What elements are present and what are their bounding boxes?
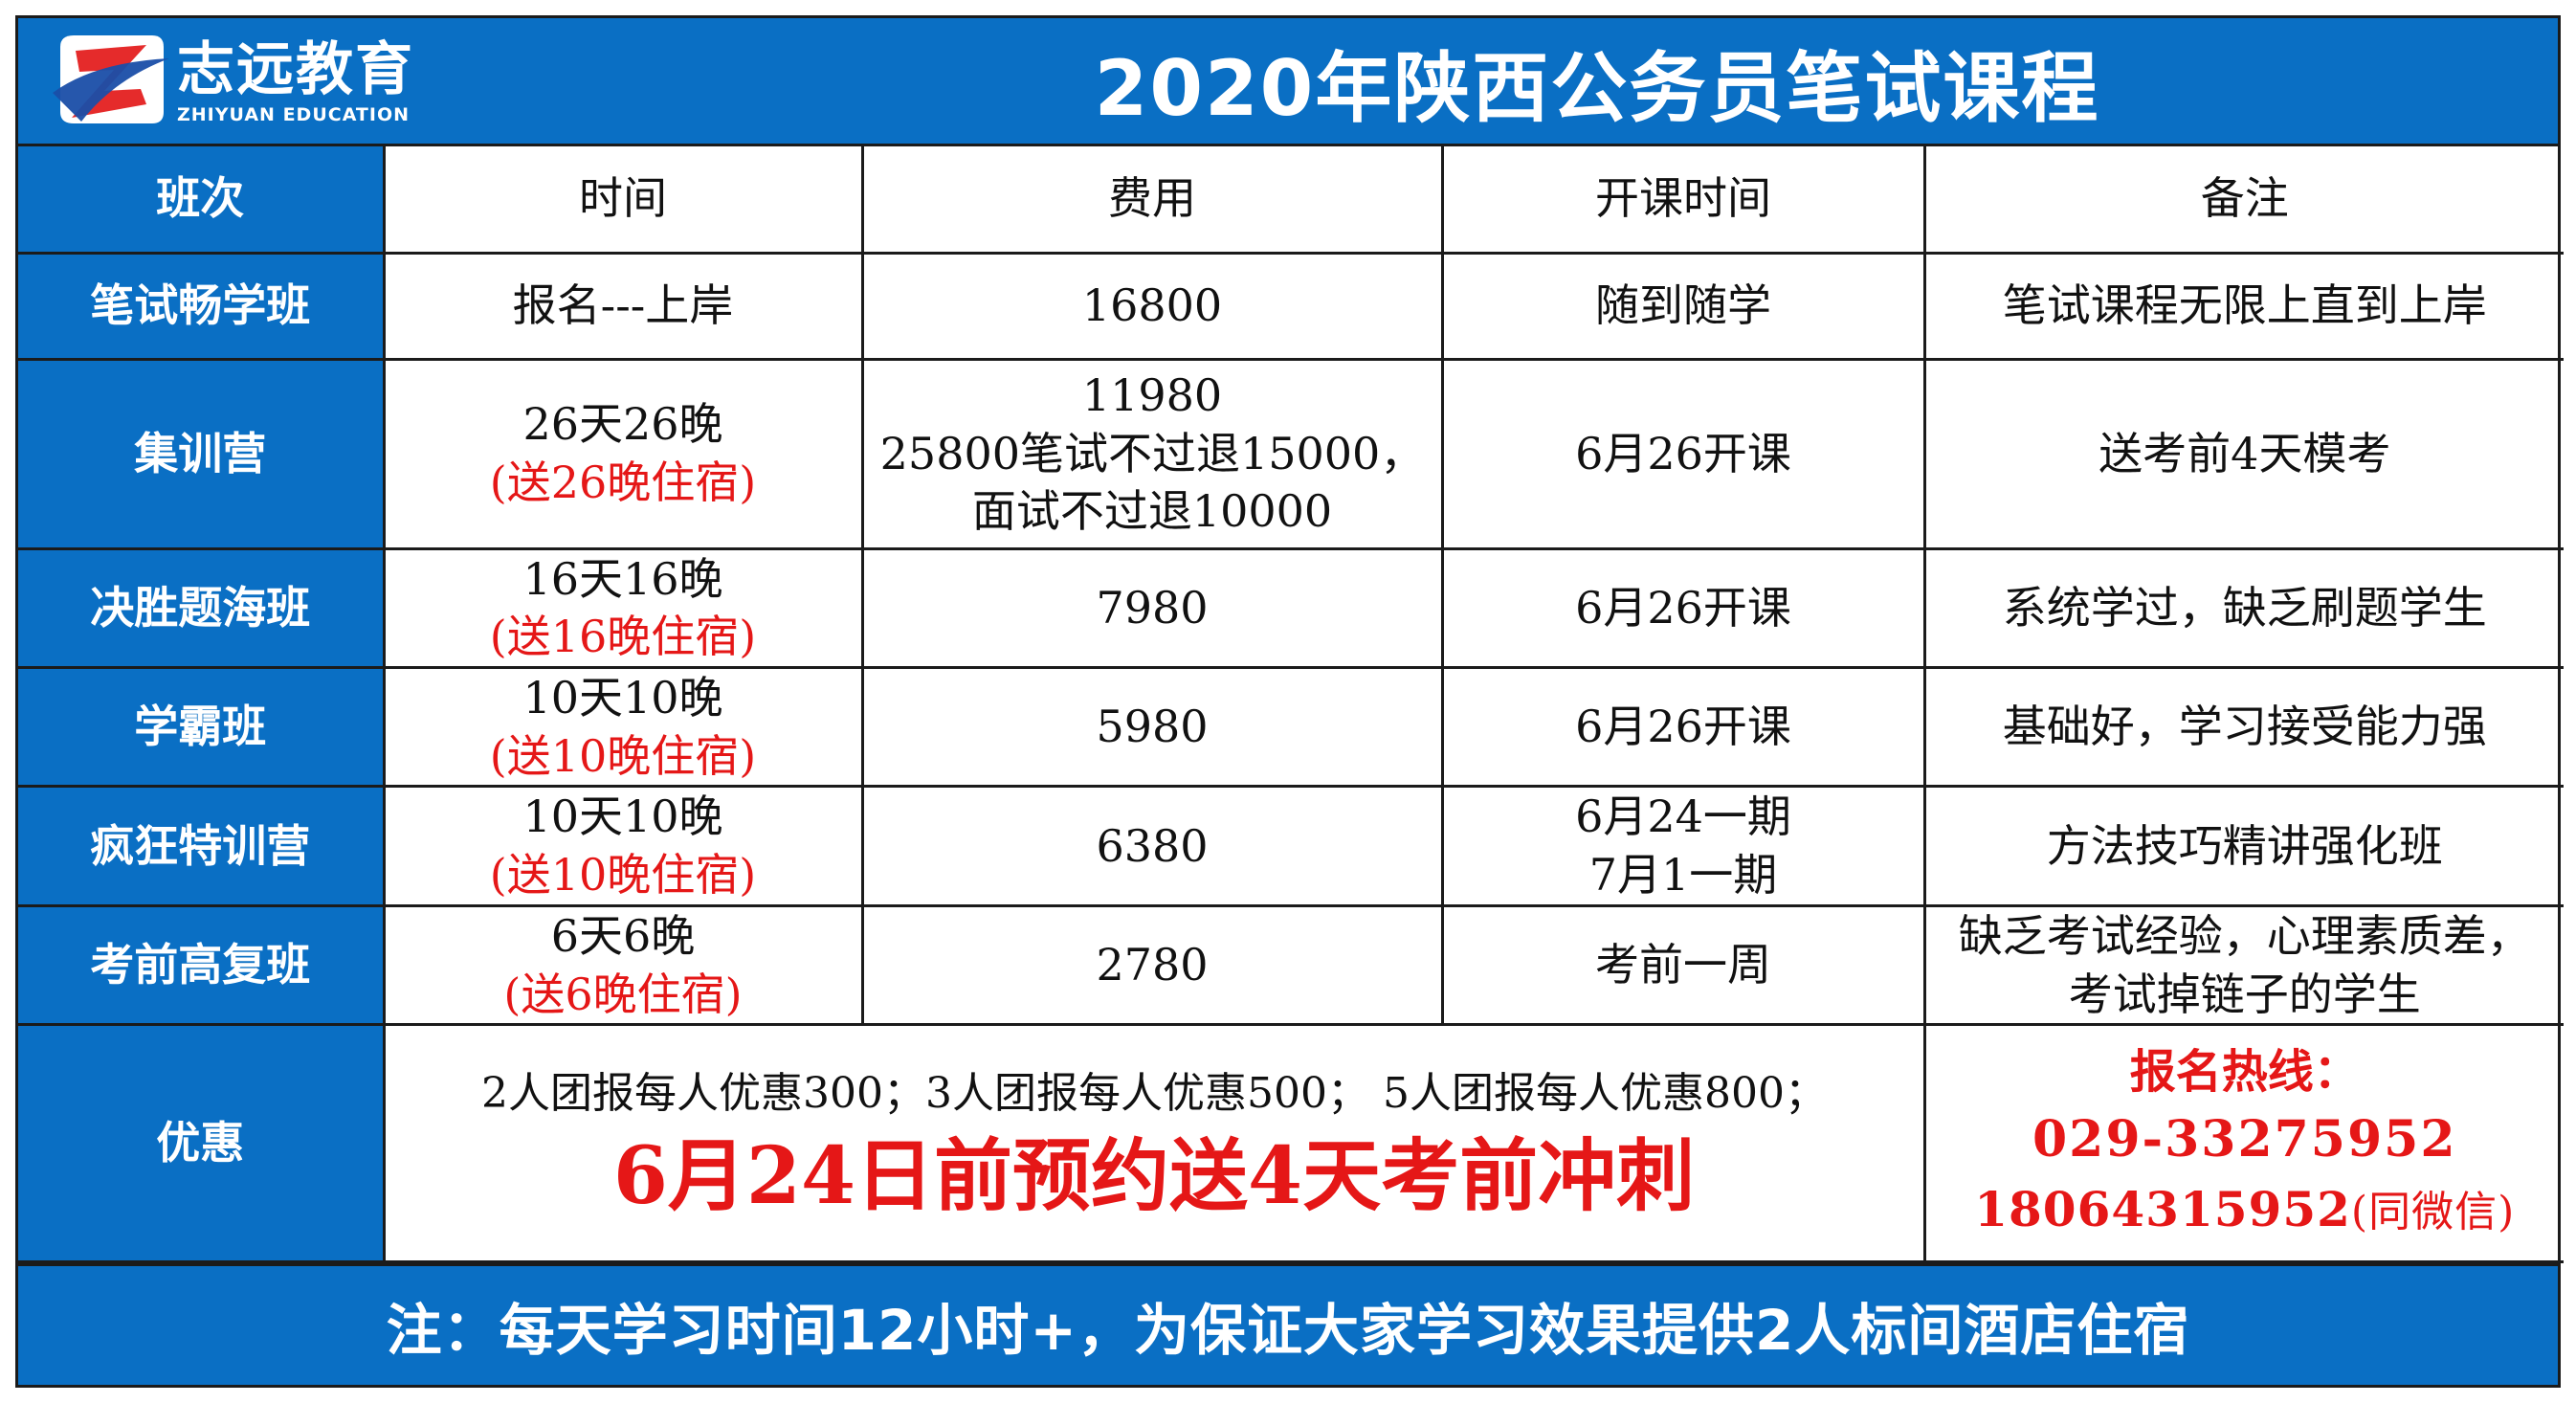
header-bar: 志远教育 ZHIYUAN EDUCATION 2020年陕西公务员笔试课程 [18, 18, 2558, 146]
remark-cell: 方法技巧精讲强化班 [1922, 785, 2564, 907]
hotline-cell: 报名热线： 029-33275952 18064315952(同微信) [1922, 1026, 2564, 1263]
start-text: 随到随学 [1595, 279, 1771, 332]
start-cell: 6月26开课 [1440, 357, 1926, 550]
discount-label: 优惠 [18, 1026, 386, 1263]
start-text: 6月26开课 [1575, 427, 1791, 479]
footer-note: 注：每天学习时间12小时+，为保证大家学习效果提供2人标间酒店住宿 [18, 1262, 2558, 1385]
remark-text: 送考前4天模考 [2099, 427, 2391, 479]
page-title: 2020年陕西公务员笔试课程 [1094, 44, 2100, 133]
fee-text: 16800 [1081, 279, 1223, 332]
remark-text: 系统学过，缺乏刷题学生 [2002, 581, 2487, 634]
start-text: 6月26开课 [1575, 701, 1791, 753]
time-text: 6天6晚 [550, 909, 696, 962]
brand-name: 志远教育 ZHIYUAN EDUCATION [177, 35, 414, 125]
discount-content: 2人团报每人优惠300；3人团报每人优惠500； 5人团报每人优惠800； 6月… [382, 1026, 1926, 1263]
start-text: 7月1一期 [1588, 849, 1778, 902]
hotline-mobile-line: 18064315952(同微信) [1932, 1175, 2559, 1245]
remark-text: 基础好，学习接受能力强 [2002, 701, 2487, 753]
discount-row: 优惠 2人团报每人优惠300；3人团报每人优惠500； 5人团报每人优惠800；… [18, 1026, 2564, 1263]
remark-text: 考试掉链子的学生 [2068, 968, 2421, 1020]
time-cell: 报名---上岸 [382, 251, 864, 361]
class-name-cell: 笔试畅学班 [18, 251, 386, 361]
remark-cell: 送考前4天模考 [1922, 357, 2564, 550]
fee-text: 25800笔试不过退15000， [879, 427, 1425, 479]
hotline-mobile-note: (同微信) [2350, 1188, 2516, 1237]
lodging-note: (送16晚住宿) [489, 611, 757, 663]
lodging-note: (送26晚住宿) [489, 457, 757, 508]
promo-text: 6月24日前预约送4天考前冲刺 [612, 1130, 1696, 1223]
fee-text: 6380 [1096, 819, 1209, 872]
fee-text: 7980 [1096, 581, 1209, 634]
remark-cell: 基础好，学习接受能力强 [1922, 665, 2564, 789]
fee-cell: 5980 [860, 665, 1444, 789]
time-text: 26天26晚 [522, 398, 723, 451]
brand-name-en: ZHIYUAN EDUCATION [177, 103, 411, 125]
lodging-note: (送10晚住宿) [489, 729, 757, 782]
time-cell: 16天16晚 (送16晚住宿) [382, 546, 864, 669]
table-row: 考前高复班 6天6晚 (送6晚住宿) 2780 考前一周 缺乏考试经验，心理素质差， 考试掉… [18, 903, 2564, 1027]
column-header-time: 时间 [382, 146, 864, 255]
fee-text: 面试不过退10000 [971, 485, 1333, 538]
table-row: 集训营 26天26晚 (送26晚住宿) 11980 25800笔试不过退15000， 面试… [18, 357, 2564, 550]
remark-cell: 笔试课程无限上直到上岸 [1922, 251, 2564, 361]
brand-name-cn: 志远教育 [177, 35, 414, 103]
start-text: 考前一周 [1595, 939, 1771, 991]
remark-text: 方法技巧精讲强化班 [2046, 819, 2443, 872]
remark-cell: 缺乏考试经验，心理素质差， 考试掉链子的学生 [1922, 903, 2564, 1027]
hotline-mobile: 18064315952 [1974, 1181, 2351, 1238]
remark-text: 缺乏考试经验，心理素质差， [1958, 909, 2531, 962]
start-cell: 随到随学 [1440, 251, 1926, 361]
table-header-row: 班次 时间 费用 开课时间 备注 [18, 146, 2564, 255]
start-text: 6月24一期 [1575, 791, 1791, 843]
table-row: 学霸班 10天10晚 (送10晚住宿) 5980 6月26开课 基础好，学习接受能力强 [18, 665, 2564, 789]
column-header-start: 开课时间 [1440, 146, 1926, 255]
course-sheet: 志远教育 ZHIYUAN EDUCATION 2020年陕西公务员笔试课程 班次… [15, 15, 2564, 1388]
class-name-cell: 决胜题海班 [18, 546, 386, 669]
lodging-note: (送10晚住宿) [489, 849, 757, 902]
column-header-remark: 备注 [1922, 146, 2564, 255]
class-name-cell: 考前高复班 [18, 903, 386, 1027]
class-name-cell: 学霸班 [18, 665, 386, 789]
time-cell: 10天10晚 (送10晚住宿) [382, 785, 864, 907]
start-cell: 6月24一期 7月1一期 [1440, 785, 1926, 907]
discount-table: 优惠 2人团报每人优惠300；3人团报每人优惠500； 5人团报每人优惠800；… [18, 1026, 2564, 1263]
hotline-title: 报名热线： [2129, 1045, 2360, 1100]
fee-cell: 11980 25800笔试不过退15000， 面试不过退10000 [860, 357, 1444, 550]
time-cell: 26天26晚 (送26晚住宿) [382, 357, 864, 550]
fee-text: 11980 [1081, 368, 1223, 421]
fee-text: 2780 [1096, 939, 1209, 991]
fee-cell: 6380 [860, 785, 1444, 907]
class-name-cell: 疯狂特训营 [18, 785, 386, 907]
fee-cell: 7980 [860, 546, 1444, 669]
fee-cell: 2780 [860, 903, 1444, 1027]
time-cell: 6天6晚 (送6晚住宿) [382, 903, 864, 1027]
hotline-phone: 029-33275952 [2032, 1109, 2457, 1169]
fee-text: 5980 [1096, 701, 1209, 753]
zhiyuan-logo-icon [53, 35, 169, 123]
lodging-note: (送6晚住宿) [503, 968, 743, 1020]
time-text: 10天10晚 [522, 671, 723, 724]
column-header-fee: 费用 [860, 146, 1444, 255]
time-cell: 10天10晚 (送10晚住宿) [382, 665, 864, 789]
table-row: 决胜题海班 16天16晚 (送16晚住宿) 7980 6月26开课 系统学过，缺乏刷题学生 [18, 546, 2564, 669]
table-row: 笔试畅学班 报名---上岸 16800 随到随学 笔试课程无限上直到上岸 [18, 251, 2564, 361]
start-cell: 6月26开课 [1440, 546, 1926, 669]
group-offer-text: 2人团报每人优惠300；3人团报每人优惠500； 5人团报每人优惠800； [481, 1069, 1827, 1119]
start-text: 6月26开课 [1575, 581, 1791, 634]
time-text: 报名---上岸 [512, 279, 734, 332]
time-text: 10天10晚 [522, 791, 723, 843]
class-name-cell: 集训营 [18, 357, 386, 550]
remark-text: 笔试课程无限上直到上岸 [2002, 279, 2487, 332]
start-cell: 6月26开课 [1440, 665, 1926, 789]
fee-cell: 16800 [860, 251, 1444, 361]
brand-logo: 志远教育 ZHIYUAN EDUCATION [47, 30, 414, 135]
column-header-class: 班次 [18, 146, 386, 255]
course-table: 班次 时间 费用 开课时间 备注 笔试畅学班 报名---上岸 16800 随到随学 笔试… [18, 146, 2564, 1027]
start-cell: 考前一周 [1440, 903, 1926, 1027]
time-text: 16天16晚 [522, 552, 723, 605]
remark-cell: 系统学过，缺乏刷题学生 [1922, 546, 2564, 669]
table-row: 疯狂特训营 10天10晚 (送10晚住宿) 6380 6月24一期 7月1一期 方法技巧精讲… [18, 785, 2564, 907]
